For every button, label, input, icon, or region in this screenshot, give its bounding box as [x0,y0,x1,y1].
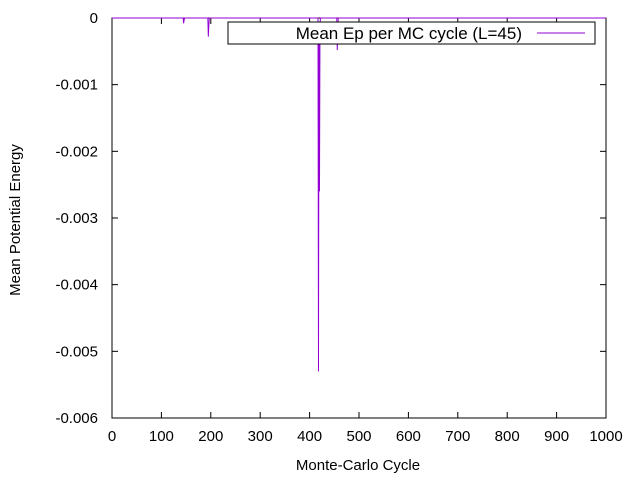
series-lines [112,17,606,372]
y-axis-label: Mean Potential Energy [7,144,24,296]
x-axis-label: Monte-Carlo Cycle [296,457,420,474]
y-tick-label: -0.001 [55,77,98,94]
x-tick-label: 1000 [589,428,622,445]
x-tick-label: 0 [108,428,116,445]
x-tick-label: 900 [544,428,569,445]
plot-border [111,17,607,419]
plot-area [111,17,607,419]
x-tick-label: 500 [346,428,371,445]
x-tick-label: 800 [495,428,520,445]
y-tick-label: -0.003 [55,210,98,227]
y-tick-label: -0.005 [55,343,98,360]
y-tick-label: -0.002 [55,143,98,160]
y-tick-label: -0.006 [55,410,98,427]
x-tick-label: 200 [198,428,223,445]
x-tick-label: 700 [445,428,470,445]
legend-box [227,21,596,45]
x-tick-label: 100 [149,428,174,445]
series-line [112,17,606,372]
y-tick-label: -0.004 [55,277,98,294]
x-tick-label: 400 [297,428,322,445]
axis-ticks: 0 100 200 300 400 500 600 700 800 900 1000 0 -0.001 -… [55,10,622,445]
x-tick-label: 600 [396,428,421,445]
legend-entry-label: Mean Ep per MC cycle (L=45) [296,24,522,43]
x-tick-label: 300 [248,428,273,445]
legend: Mean Ep per MC cycle (L=45) [227,21,596,45]
y-tick-label: 0 [90,10,98,27]
